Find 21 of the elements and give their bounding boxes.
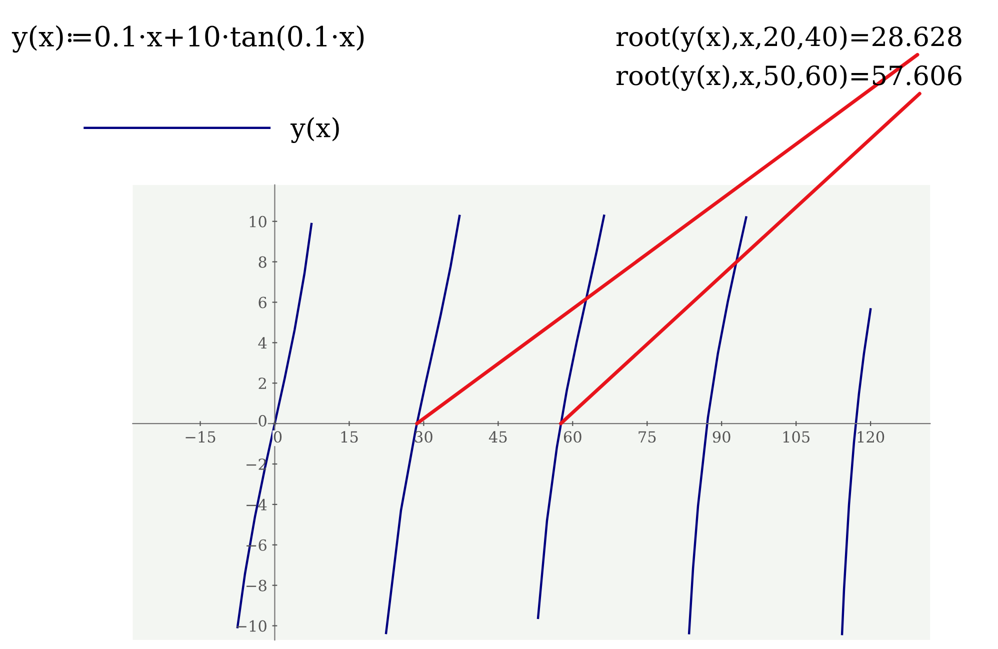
y-tick-label: 10 <box>250 216 266 228</box>
x-tick-label: 90 <box>712 431 730 443</box>
y-tick-label: 6 <box>258 296 266 308</box>
x-tick-label: 120 <box>858 431 884 443</box>
text: y(x) <box>290 117 339 144</box>
chart-title: y(x)≔0.1·x+10·tan(0.1·x) <box>12 25 364 53</box>
annotation: root(y(x),x,20,40)=28.628 <box>616 26 962 52</box>
x-tick-label: 30 <box>415 431 432 443</box>
x-tick-label: 75 <box>638 431 656 443</box>
y-tick-label: 4 <box>258 337 267 348</box>
y-tick-label: 0 <box>258 415 266 427</box>
x-tick-label: 15 <box>341 431 358 443</box>
x-tick-label: 60 <box>564 431 582 443</box>
y-tick-label: 8 <box>258 256 266 268</box>
x-tick-label: −15 <box>186 431 216 443</box>
x-tick-label: 0 <box>274 431 282 443</box>
y-tick-label: −8 <box>246 580 266 592</box>
x-tick-label: 45 <box>488 431 507 443</box>
y-tick-label: −10 <box>236 620 266 632</box>
x-tick-label: 105 <box>783 431 810 443</box>
y-tick-label: 2 <box>258 378 266 389</box>
